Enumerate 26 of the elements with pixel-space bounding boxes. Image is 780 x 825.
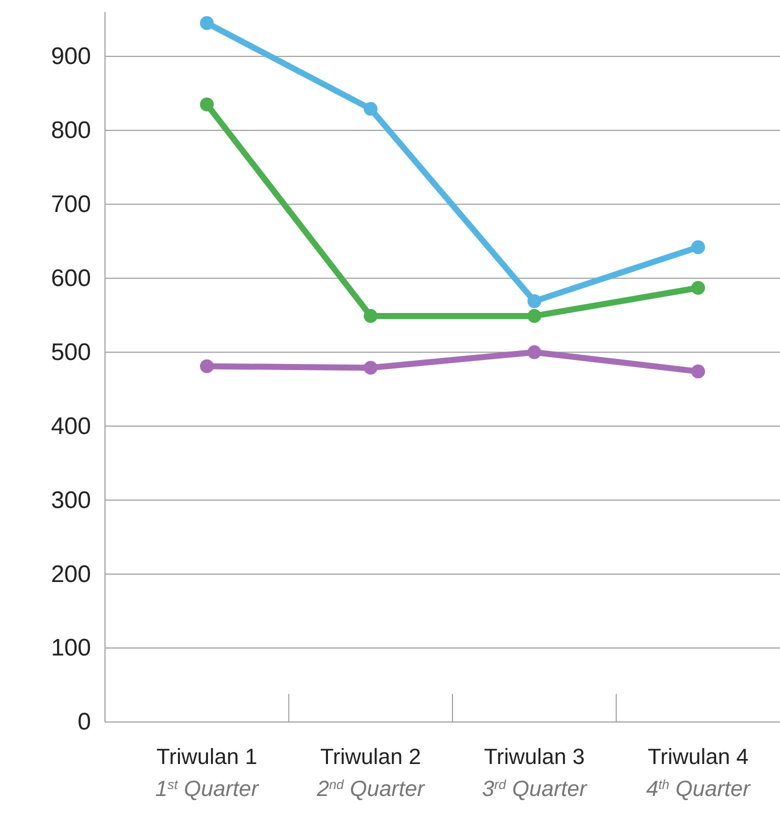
point: [691, 240, 706, 254]
point: [364, 102, 378, 116]
y-tick-label: 800: [50, 117, 91, 144]
y-tick-label: 400: [50, 412, 91, 440]
x-tick-label: Triwulan 1 1$^{st}$ Quarter: [155, 744, 260, 801]
x-tick-label: Triwulan 4 4$^{th}$ Quarter: [646, 744, 752, 801]
y-tick-label: 600: [50, 264, 91, 292]
point: [200, 359, 214, 374]
y-tick-label: 700: [50, 190, 91, 218]
point: [527, 345, 542, 360]
y-tick-label: 200: [50, 560, 91, 588]
x-tick-label: Triwulan 2 2$^{nd}$ Quarter: [316, 744, 426, 801]
y-tick-label: 900: [50, 43, 91, 70]
y-tick-label: 300: [50, 486, 91, 514]
point: [200, 98, 214, 112]
point: [691, 364, 706, 378]
point: [200, 16, 214, 30]
point: [364, 360, 378, 375]
point: [691, 280, 706, 295]
x-tick-label: Triwulan 3 3$^{rd}$ Quarter: [482, 744, 588, 801]
point: [527, 294, 542, 308]
y-tick-label: 500: [50, 338, 91, 366]
point: [364, 309, 378, 323]
y-tick-label: 100: [50, 634, 91, 662]
y-tick-label: 0: [78, 708, 91, 736]
point: [527, 309, 542, 323]
